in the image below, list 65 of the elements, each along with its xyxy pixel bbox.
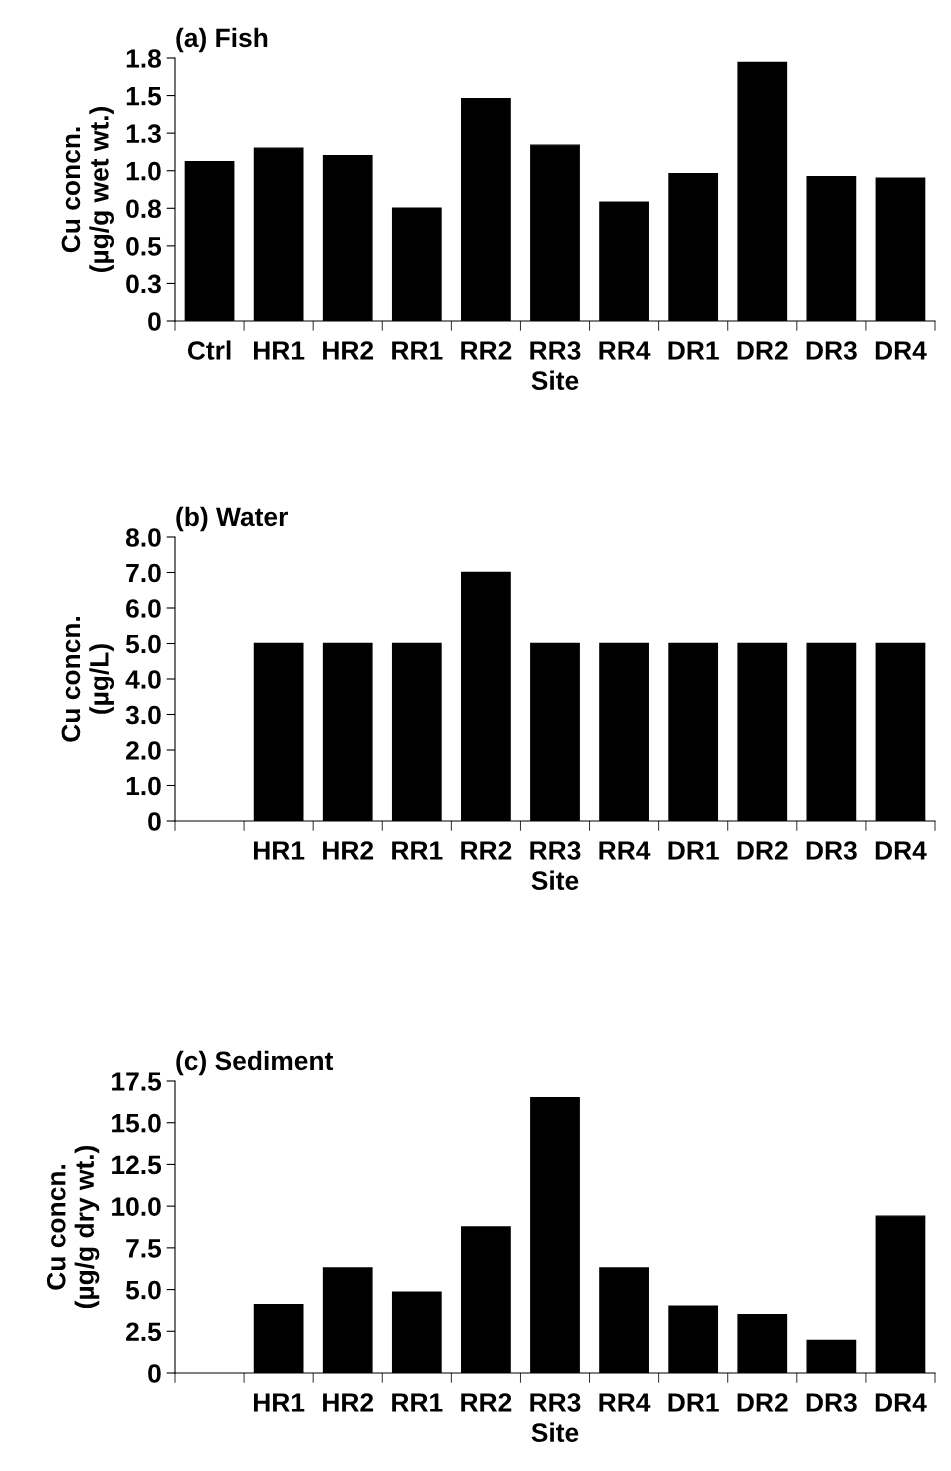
x-tick-label: RR3	[530, 1393, 581, 1412]
x-tick-label: HR1	[254, 341, 305, 360]
x-tick-label: HR1	[254, 841, 305, 860]
y-tick-label: 6.0	[126, 599, 161, 618]
y-tick-label: 7.5	[126, 1239, 162, 1258]
x-tick-label: DR3	[806, 1393, 857, 1412]
x-tick-label: RR2	[461, 1393, 512, 1412]
x-tick-label: RR2	[461, 841, 512, 860]
y-axis-title: Cu concn. (µg/L)	[61, 617, 115, 742]
x-tick-label: Ctrl	[187, 340, 231, 360]
x-tick-label: DR1	[668, 341, 719, 360]
x-tick-label: DR2	[737, 1393, 788, 1412]
y-tick-label: 1.3	[126, 124, 161, 143]
y-tick-label: 0.8	[126, 199, 161, 219]
y-tick-label: 0.5	[126, 236, 162, 256]
x-tick-label: DR3	[806, 341, 857, 360]
x-tick-label: HR2	[323, 841, 374, 860]
x-tick-label: DR4	[875, 1393, 927, 1412]
x-tick-label: RR4	[599, 1393, 651, 1412]
x-tick-label: DR2	[737, 841, 788, 860]
x-tick-label: RR1	[392, 1393, 443, 1412]
x-tick-label: RR2	[461, 341, 512, 360]
y-tick-label: 5.0	[125, 634, 161, 654]
x-axis-title: Site	[531, 1422, 579, 1442]
y-tick-label: 1.0	[126, 161, 161, 181]
y-tick-label: 2.0	[126, 741, 161, 760]
x-tick-label: RR4	[599, 841, 651, 860]
y-tick-label: 1.5	[126, 86, 162, 106]
y-tick-label: 1.8	[126, 49, 161, 68]
x-tick-label: DR1	[668, 841, 719, 860]
y-tick-label: 8.0	[125, 528, 161, 547]
x-tick-label: DR4	[875, 841, 927, 860]
x-tick-label: RR1	[392, 341, 443, 360]
y-tick-label: 3.0	[125, 705, 161, 725]
x-tick-label: RR3	[530, 341, 581, 360]
x-tick-label: DR3	[806, 841, 857, 860]
y-tick-label: 0	[148, 812, 161, 831]
chart-title: (a) Fish	[176, 27, 268, 53]
y-tick-label: 5.0	[125, 1280, 161, 1300]
y-axis-title: Cu concn. (µg/g dry wt.)	[46, 1145, 100, 1309]
x-tick-label: HR2	[323, 341, 374, 360]
x-tick-label: RR4	[599, 341, 651, 360]
y-tick-label: 7.0	[126, 563, 161, 583]
y-tick-label: 4.0	[125, 670, 161, 689]
y-tick-label: 17.5	[112, 1072, 162, 1091]
x-axis-title: Site	[531, 370, 579, 390]
y-tick-label: 0	[148, 1364, 161, 1383]
x-axis-title: Site	[531, 870, 579, 890]
chart-title: (c) Sediment	[176, 1050, 334, 1076]
y-tick-label: 12.5	[112, 1155, 162, 1175]
x-tick-label: DR2	[737, 341, 788, 360]
x-tick-label: HR1	[254, 1393, 305, 1412]
x-tick-label: RR3	[530, 841, 581, 860]
y-tick-label: 10.0	[112, 1197, 161, 1216]
y-axis-title: Cu concn. (µg/g wet wt.)	[61, 106, 115, 272]
x-tick-label: DR1	[668, 1393, 719, 1412]
chart-title: (b) Water	[176, 506, 288, 532]
y-tick-label: 15.0	[112, 1113, 161, 1133]
x-tick-label: HR2	[323, 1393, 374, 1412]
y-tick-label: 1.0	[126, 776, 161, 796]
y-tick-label: 0	[148, 312, 161, 331]
y-tick-label: 2.5	[126, 1322, 162, 1342]
y-tick-label: 0.3	[126, 274, 161, 294]
x-tick-label: DR4	[875, 341, 927, 360]
x-tick-label: RR1	[392, 841, 443, 860]
